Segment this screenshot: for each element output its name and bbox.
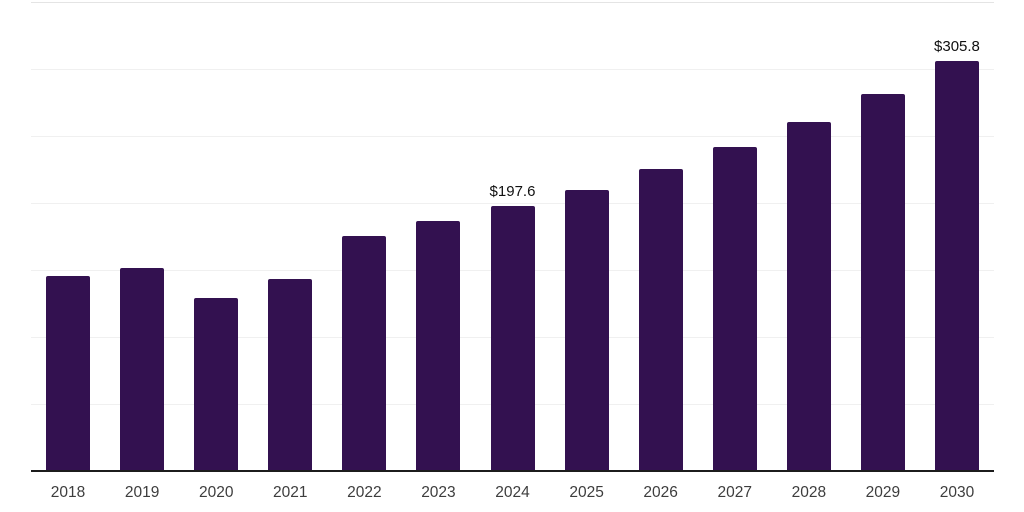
x-axis-label-2018: 2018 <box>50 484 86 501</box>
bar-slot <box>31 0 105 471</box>
x-axis-label-2024: 2024 <box>495 484 530 501</box>
bar-value-label: $197.6 <box>489 183 536 201</box>
bar-2023 <box>416 221 461 471</box>
bar-2021 <box>268 279 313 471</box>
x-axis-line <box>31 470 994 472</box>
bar-slot <box>698 0 772 471</box>
bar-slot <box>772 0 846 471</box>
bar-slot <box>105 0 179 471</box>
x-axis-label-2028: 2028 <box>791 484 827 501</box>
bar-slot: $305.8 <box>920 0 994 471</box>
gridline <box>31 69 994 70</box>
bar-slot <box>624 0 698 471</box>
bar-slot: $197.6 <box>475 0 549 471</box>
bar-2019 <box>120 268 165 471</box>
gridline <box>31 136 994 137</box>
bar-2027 <box>712 147 757 471</box>
gridline <box>31 2 994 3</box>
bar-2022 <box>342 236 387 471</box>
bar-value-label: $305.8 <box>934 38 980 56</box>
plot-area: $197.6 $305.8 <box>31 0 994 471</box>
bar-2030 <box>934 61 979 471</box>
x-axis-label-2029: 2029 <box>865 484 901 501</box>
bar-slot <box>550 0 624 471</box>
bar-slot <box>253 0 327 471</box>
bar-slot <box>401 0 475 471</box>
bar-2024 <box>490 206 535 471</box>
x-axis-label-2022: 2022 <box>347 484 382 501</box>
x-axis-label-2021: 2021 <box>273 484 308 501</box>
x-axis-label-2023: 2023 <box>421 484 456 501</box>
x-axis-label-2030: 2030 <box>939 484 975 501</box>
bar-2020 <box>194 298 239 471</box>
bar-2028 <box>786 121 831 471</box>
x-axis-label-2025: 2025 <box>569 484 604 501</box>
bar-2029 <box>860 93 905 471</box>
x-axis-labels: 2018 2019 2020 2021 2022 2023 2024 2025 2026 2027… <box>31 484 994 503</box>
x-axis-label-2027: 2027 <box>717 484 752 501</box>
x-axis-label-2019: 2019 <box>124 484 160 501</box>
x-axis-label-2026: 2026 <box>643 484 678 501</box>
bar-slot <box>327 0 401 471</box>
x-axis-label-2020: 2020 <box>198 484 234 501</box>
bars: $197.6 $305.8 <box>31 0 994 471</box>
bar-slot <box>179 0 253 471</box>
bar-2026 <box>638 168 683 471</box>
bar-2018 <box>46 276 91 471</box>
gridline <box>31 203 994 204</box>
bar-2025 <box>564 189 609 471</box>
bar-slot <box>846 0 920 471</box>
